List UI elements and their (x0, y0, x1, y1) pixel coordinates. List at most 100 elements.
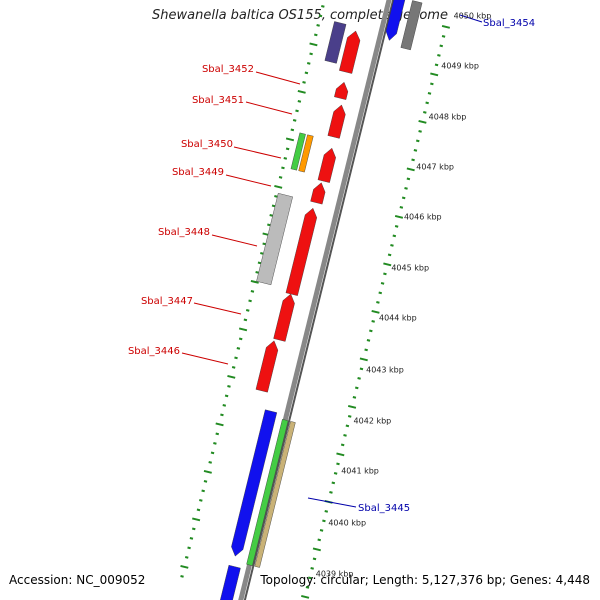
outer-rail-tick (347, 415, 352, 418)
gene-sbal-3450[interactable] (327, 104, 346, 139)
inner-rail-tick (297, 89, 306, 94)
gene-sbal-3448b[interactable] (310, 182, 326, 205)
gene-sbal-3452[interactable] (339, 30, 361, 74)
inner-rail-tick (238, 337, 243, 341)
gene-blue-3443[interactable] (220, 564, 241, 600)
gene-sbal-3448[interactable] (256, 192, 293, 286)
leader-sbal_3451 (245, 101, 293, 115)
gene-orange-3449b[interactable] (298, 134, 314, 173)
inner-rail-tick (309, 42, 318, 47)
inner-rail-tick (236, 347, 241, 350)
outer-rail-tick (305, 586, 310, 589)
outer-rail-tick (364, 348, 368, 352)
inner-rail-tick (224, 394, 229, 398)
leader-sbal_3446 (181, 352, 229, 365)
outer-rail-tick (394, 214, 404, 219)
outer-rail-tick (383, 262, 392, 267)
outer-rail-tick (371, 320, 375, 323)
scale-label: 4046 kbp (404, 212, 442, 221)
inner-rail-tick (234, 356, 238, 360)
outer-rail-tick (317, 538, 322, 542)
inner-rail-tick (208, 461, 212, 464)
gene-sbal-3446[interactable] (255, 340, 279, 393)
gene-sbal-3444[interactable] (231, 409, 278, 557)
scale-label: 4044 kbp (379, 313, 417, 322)
inner-rail-tick (215, 432, 220, 436)
outer-rail-tick (441, 35, 446, 38)
leader-sbal_3450 (233, 146, 282, 159)
inner-rail-tick (304, 71, 309, 75)
label-sbal_3450[interactable]: Sbal_3450 (181, 139, 233, 150)
label-sbal_3451[interactable]: Sbal_3451 (192, 95, 244, 106)
inner-rail-tick (267, 223, 271, 227)
inner-rail-tick (278, 176, 283, 179)
gene-green-3450b[interactable] (290, 132, 306, 171)
leader-sbal_3445 (307, 497, 357, 508)
inner-rail-tick (196, 508, 201, 512)
inner-rail-tick (222, 404, 227, 407)
topology-summary: Topology: circular; Length: 5,127,376 bp… (260, 573, 590, 587)
outer-rail-tick (418, 130, 422, 133)
inner-rail-tick (257, 261, 262, 265)
inner-rail-tick (238, 327, 248, 332)
gene-sbal-3447[interactable] (273, 293, 295, 342)
outer-rail-tick (401, 196, 406, 200)
gene-sbal-3451[interactable] (334, 81, 349, 100)
leader-sbal_3449 (225, 174, 272, 187)
leader-sbal_3448 (211, 234, 258, 247)
inner-rail-tick (250, 290, 255, 293)
outer-rail-tick (380, 282, 385, 285)
outer-rail-tick (430, 72, 439, 77)
inner-rail-tick (314, 33, 318, 37)
gene-sbal-3445[interactable] (246, 419, 289, 566)
inner-rail-tick (248, 299, 252, 303)
inner-rail-tick (290, 128, 295, 132)
outer-rail-tick (345, 424, 350, 428)
outer-rail-tick (430, 82, 434, 86)
scale-label: 4045 kbp (391, 263, 429, 272)
gene-sbal-3449[interactable] (317, 147, 336, 183)
inner-rail-tick (215, 422, 224, 427)
label-sbal_3454[interactable]: Sbal_3454 (483, 18, 535, 29)
scale-labels: 4050 kbp 4049 kbp 4048 kbp 4047 kbp 4046 kbp… (316, 11, 492, 578)
outer-rail-tick (301, 594, 310, 599)
label-sbal_3446[interactable]: Sbal_3446 (128, 346, 180, 357)
inner-rail-tick (184, 556, 189, 559)
gene-tan-3445b[interactable] (254, 421, 296, 568)
inner-rail-tick (302, 81, 306, 84)
inner-rail-tick (180, 575, 184, 578)
gene-grey-3455[interactable] (400, 0, 423, 51)
backbone-shadow (243, 0, 395, 600)
inner-rail-tick (316, 24, 320, 27)
inner-rail-tick (306, 62, 311, 65)
outer-rail-tick (399, 206, 404, 209)
tick-marks (180, 5, 451, 599)
gene-sbal-3454[interactable] (385, 0, 406, 41)
gene-sbal-3447b[interactable] (285, 207, 317, 296)
label-leaders (181, 14, 483, 508)
accession-text: Accession: NC_009052 (9, 573, 146, 587)
inner-rail-tick (201, 489, 205, 493)
label-sbal_3449[interactable]: Sbal_3449 (172, 167, 224, 178)
inner-rail-tick (199, 499, 203, 502)
inner-rail-tick (187, 546, 191, 550)
outer-rail-tick (394, 225, 399, 228)
label-sbal_3445[interactable]: Sbal_3445 (358, 503, 410, 514)
leader-sbal_3447 (193, 302, 242, 315)
gene-labels: Sbal_3454 Sbal_3452 Sbal_3451 Sbal_3450 Sbal… (128, 18, 535, 514)
gene-purple-3453[interactable] (324, 21, 347, 64)
scale-label: 4039 kbp (316, 569, 354, 578)
inner-rail-tick (281, 166, 285, 170)
outer-rail-tick (324, 510, 329, 513)
outer-rail-tick (434, 63, 439, 67)
outer-rail-tick (359, 367, 364, 371)
scale-label: 4049 kbp (441, 61, 479, 70)
inner-rail-tick (189, 537, 194, 540)
outer-rail-tick (312, 557, 317, 561)
label-sbal_3452[interactable]: Sbal_3452 (202, 64, 254, 75)
label-sbal_3448[interactable]: Sbal_3448 (158, 227, 210, 238)
leader-sbal_3454 (459, 14, 483, 23)
label-sbal_3447[interactable]: Sbal_3447 (141, 296, 193, 307)
outer-rail-tick (359, 357, 368, 362)
